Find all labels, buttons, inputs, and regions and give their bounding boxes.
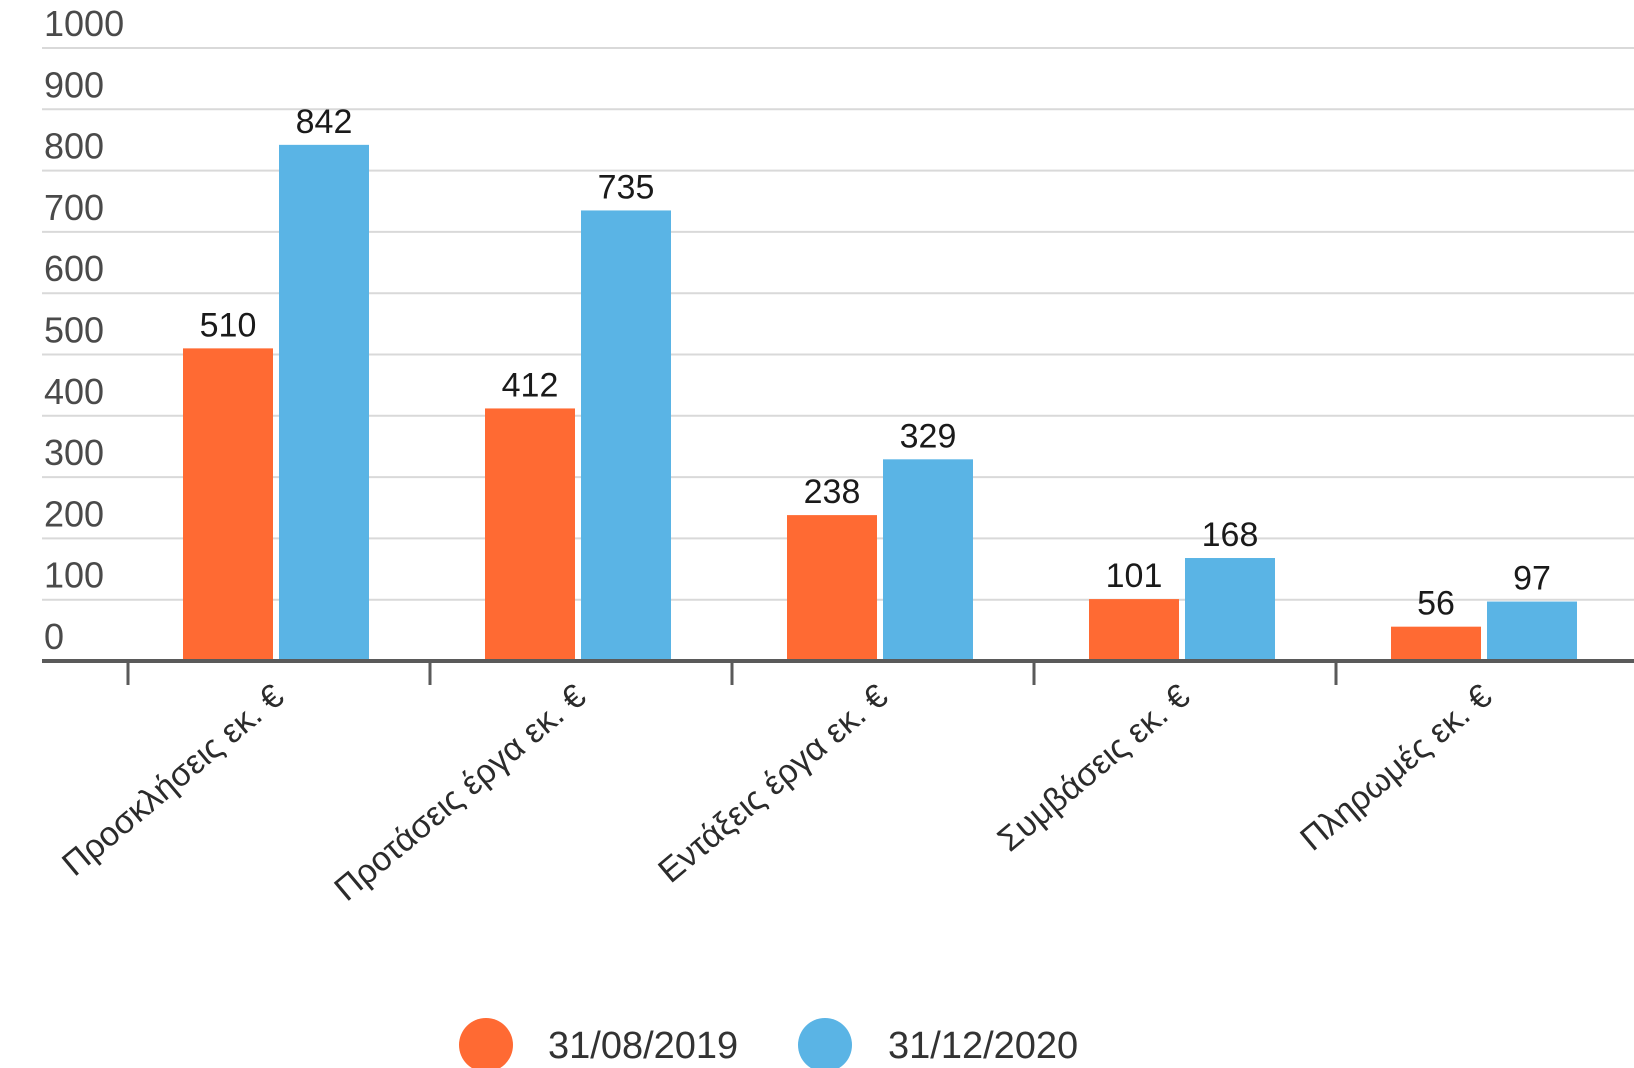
y-tick-label: 0 <box>44 616 64 657</box>
y-tick-label: 800 <box>44 126 104 167</box>
category-label: Προτάσεις έργα εκ. € <box>327 677 593 909</box>
data-label: 735 <box>598 168 655 206</box>
data-label: 329 <box>900 417 957 455</box>
category-label: Συμβάσεις εκ. € <box>990 677 1197 859</box>
data-label: 510 <box>200 306 257 344</box>
y-tick-label: 500 <box>44 310 104 351</box>
y-tick-label: 400 <box>44 371 104 412</box>
y-tick-label: 900 <box>44 64 104 105</box>
y-tick-label: 600 <box>44 248 104 289</box>
data-labels: 510 842 412 735 238 329 101 168 56 97 <box>200 103 1551 623</box>
bars <box>183 144 1577 661</box>
x-axis-category-labels: Προσκλήσεις εκ. € Προτάσεις έργα εκ. € Εντ… <box>55 677 1499 909</box>
y-tick-label: 200 <box>44 493 104 534</box>
bar[interactable] <box>485 408 575 661</box>
y-tick-label: 100 <box>44 555 104 596</box>
data-label: 842 <box>296 103 353 141</box>
category-label: Εντάξεις έργα εκ. € <box>651 677 895 890</box>
bar[interactable] <box>183 348 273 661</box>
bar[interactable] <box>883 459 973 661</box>
bar[interactable] <box>1487 601 1577 661</box>
y-axis-tick-labels: 0 100 200 300 400 500 600 700 800 900 1000 <box>44 3 124 657</box>
bar[interactable] <box>1185 558 1275 661</box>
data-label: 168 <box>1202 516 1259 554</box>
legend-swatch <box>459 1018 513 1068</box>
y-tick-label: 300 <box>44 432 104 473</box>
data-label: 97 <box>1513 560 1551 598</box>
bar[interactable] <box>1089 599 1179 661</box>
data-label: 412 <box>502 366 559 404</box>
legend-label: 31/08/2019 <box>548 1025 738 1067</box>
legend-item[interactable]: 31/12/2020 <box>798 1018 1078 1068</box>
legend-item[interactable]: 31/08/2019 <box>459 1018 738 1068</box>
legend-swatch <box>798 1018 852 1068</box>
data-label: 56 <box>1417 585 1455 623</box>
legend-label: 31/12/2020 <box>888 1025 1078 1067</box>
data-label: 238 <box>804 473 861 511</box>
y-tick-label: 1000 <box>44 3 124 44</box>
legend: 31/08/2019 31/12/2020 <box>459 1018 1078 1068</box>
category-label: Προσκλήσεις εκ. € <box>55 677 291 884</box>
data-label: 101 <box>1106 557 1163 595</box>
bar[interactable] <box>279 144 369 661</box>
bar[interactable] <box>787 515 877 661</box>
bar[interactable] <box>1391 626 1481 661</box>
x-axis-ticks <box>126 661 1338 685</box>
bar[interactable] <box>581 210 671 661</box>
y-tick-label: 700 <box>44 187 104 228</box>
category-label: Πληρωμές εκ. € <box>1293 677 1499 858</box>
